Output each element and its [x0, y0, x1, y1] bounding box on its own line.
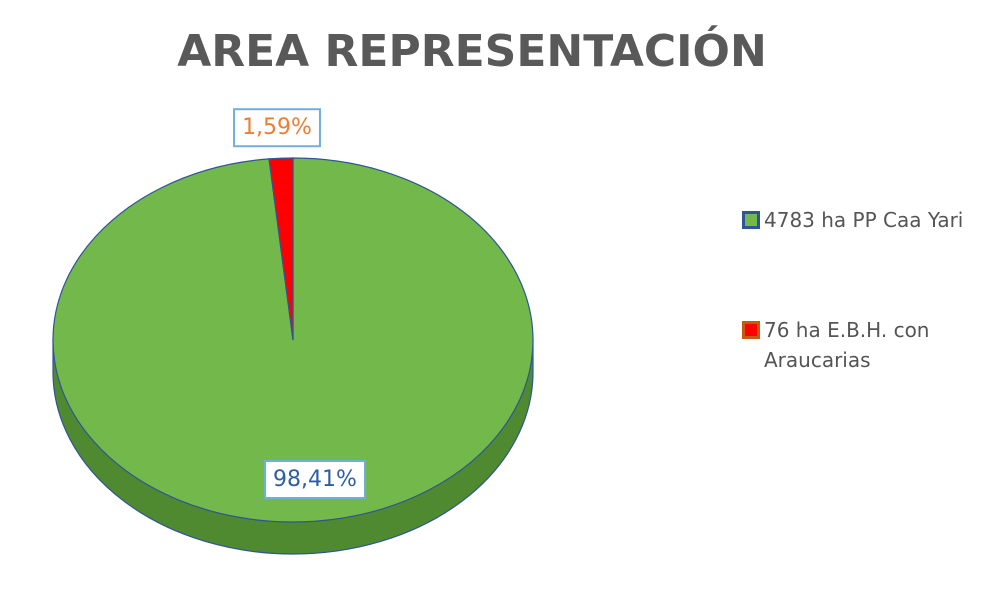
legend: 4783 ha PP Caa Yari 76 ha E.B.H. con Arau… — [742, 205, 982, 455]
legend-item: 4783 ha PP Caa Yari — [742, 205, 982, 235]
pie-slice — [268, 157, 294, 341]
legend-item: 76 ha E.B.H. con Araucarias — [742, 315, 982, 375]
legend-label: 4783 ha PP Caa Yari — [764, 208, 964, 232]
chart-title: AREA REPRESENTACIÓN — [177, 24, 767, 77]
legend-marker — [742, 321, 760, 339]
legend-marker — [742, 211, 760, 229]
data-label-box — [233, 108, 321, 148]
data-label: 98,41% — [273, 467, 357, 492]
legend-label: 76 ha E.B.H. con Araucarias — [764, 318, 930, 372]
data-label: 1,59% — [242, 115, 312, 140]
data-label-box — [264, 460, 366, 499]
